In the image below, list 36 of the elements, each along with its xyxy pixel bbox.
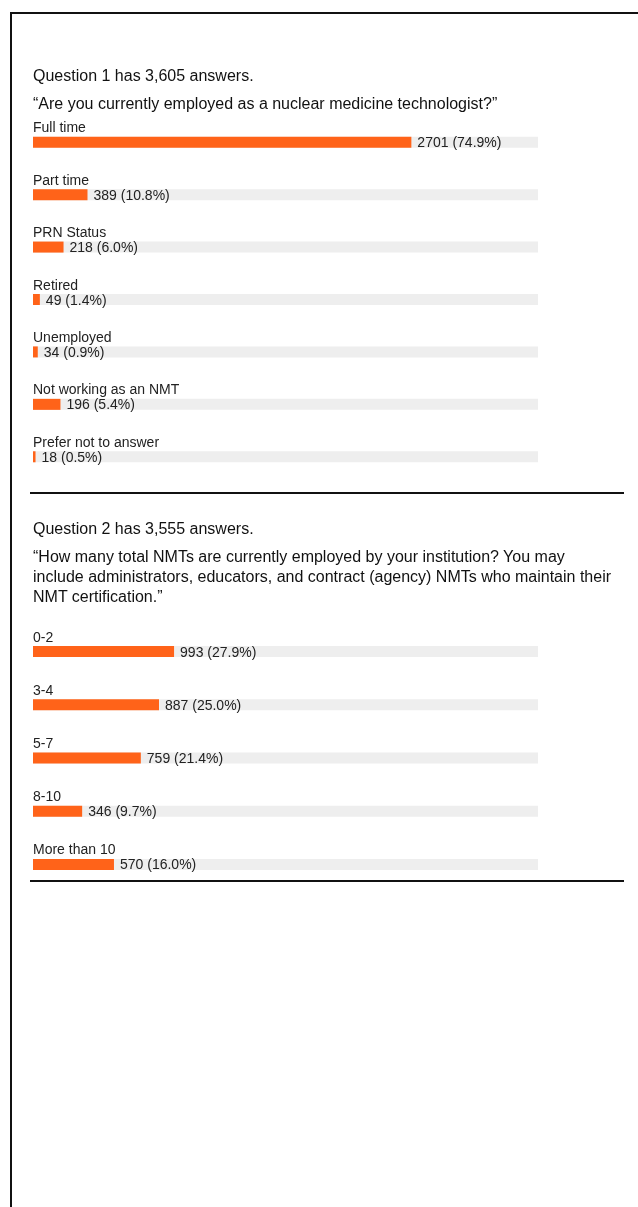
data-label: 887 (25.0%) [165, 696, 242, 713]
y-tick-label: Full time [33, 119, 87, 136]
data-label: 570 (16.0%) [119, 856, 197, 873]
data-label: 993 (27.9%) [180, 643, 257, 660]
bar [33, 294, 40, 305]
chart-title: Question 2 has 3,555 answers. [33, 519, 254, 537]
y-tick-label: Prefer not to answer [33, 433, 160, 450]
data-label: 218 (6.0%) [69, 239, 139, 256]
chart-title: Question 1 has 3,605 answers. [33, 66, 254, 84]
y-tick-label: Part time [33, 171, 90, 188]
bar [33, 805, 83, 817]
data-label: 196 (5.4%) [66, 396, 135, 413]
y-tick-label: 8-10 [33, 788, 62, 805]
data-label: 2701 (74.9%) [417, 134, 502, 151]
y-tick-label: 0-2 [33, 628, 54, 645]
y-tick-label: 3-4 [33, 681, 54, 698]
y-tick-label: PRN Status [33, 224, 107, 241]
data-label: 49 (1.4%) [45, 291, 107, 308]
bar [33, 752, 141, 764]
data-label: 18 (0.5%) [41, 448, 103, 465]
y-tick-label: 5-7 [33, 735, 54, 751]
y-tick-label: More than 10 [33, 841, 116, 858]
bar [33, 398, 61, 410]
data-label: 759 (21.4%) [146, 750, 224, 766]
y-tick-label: Unemployed [33, 328, 112, 345]
bar [33, 858, 114, 870]
bar [33, 346, 38, 358]
chart-subtitle: “How many total NMTs are currently employed by your institution? You may include administrators, educators, and contract (agency) NMTs who maintain their NMT certification.” [33, 547, 616, 605]
data-label: 346 (9.7%) [88, 803, 157, 820]
bar [33, 451, 36, 463]
data-label: 389 (10.8%) [93, 186, 170, 203]
y-tick-label: Not working as an NMT [33, 381, 180, 398]
bar [33, 241, 64, 253]
chart-subtitle: “Are you currently employed as a nuclear medicine technologist?” [33, 94, 498, 112]
y-tick-label: Retired [33, 276, 79, 293]
bar [33, 189, 88, 201]
